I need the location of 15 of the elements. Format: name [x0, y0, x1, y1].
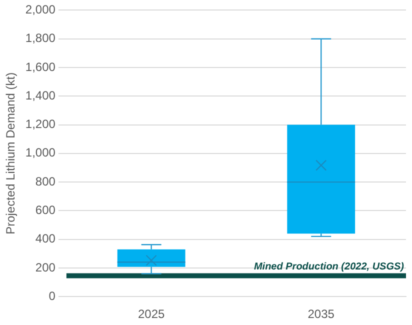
y-tick-label: 600	[35, 202, 56, 217]
y-tick-label: 400	[35, 232, 56, 246]
y-tick-label: 1,400	[25, 88, 56, 102]
y-tick-label: 2,000	[25, 2, 56, 17]
y-tick-label: 1,800	[25, 31, 56, 46]
x-tick-label: 2025	[138, 307, 165, 322]
y-tick-label: 200	[35, 260, 56, 274]
ref-line-label: Mined Production (2022, USGS)	[254, 261, 405, 272]
y-axis-title: Projected Lithium Demand (kt)	[4, 72, 18, 234]
y-tick-label: 1,600	[25, 60, 56, 74]
y-tick-label: 1,000	[25, 146, 56, 160]
y-tick-label: 0	[48, 288, 56, 303]
y-tick-label: 800	[35, 174, 56, 188]
y-tick-label: 1,200	[25, 117, 56, 132]
x-tick-label: 2035	[308, 307, 335, 322]
